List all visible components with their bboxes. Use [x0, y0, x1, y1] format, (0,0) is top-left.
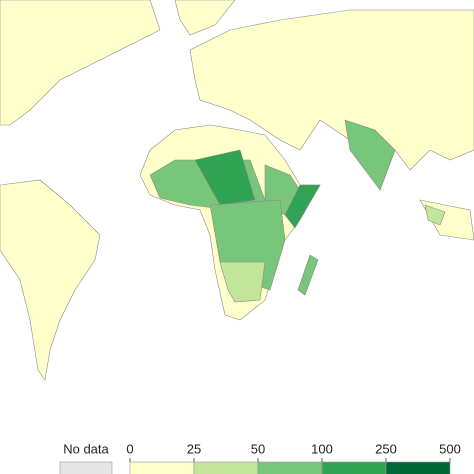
legend-tick-label: 250	[375, 441, 397, 456]
no-data-label: No data	[63, 441, 109, 456]
legend-swatch	[257, 461, 323, 474]
world-map	[0, 0, 474, 381]
niger-chad-region	[194, 149, 256, 206]
southern-africa	[219, 261, 266, 303]
greenland	[174, 0, 236, 36]
legend-tick-label: 25	[187, 441, 201, 456]
madagascar	[297, 254, 319, 296]
north-america	[0, 0, 161, 126]
no-data-swatch	[59, 461, 113, 474]
south-america	[0, 179, 101, 381]
india	[344, 119, 396, 191]
legend-tick-label: 50	[251, 441, 265, 456]
indonesia-part	[424, 204, 446, 226]
legend-swatch	[321, 461, 387, 474]
legend-tick-label: 500	[439, 441, 461, 456]
legend-tick-label: 100	[311, 441, 333, 456]
legend: No data 0 25 50 100 250 500	[59, 441, 461, 474]
legend-swatch	[385, 461, 451, 474]
somalia	[284, 184, 321, 229]
legend-swatch	[129, 461, 195, 474]
legend-swatch	[193, 461, 259, 474]
legend-tick-label: 0	[126, 441, 133, 456]
